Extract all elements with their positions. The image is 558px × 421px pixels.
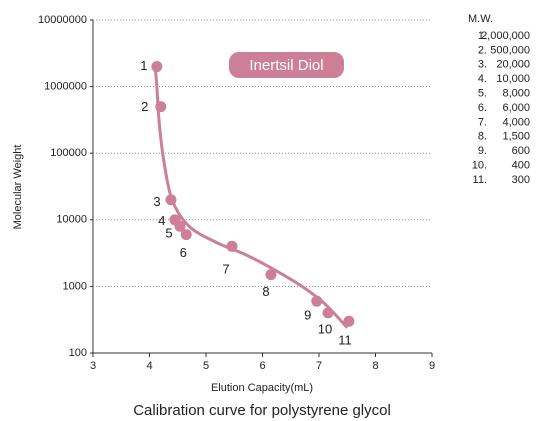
- x-tick-label: 9: [429, 360, 435, 372]
- y-tick-label: 1000: [63, 280, 87, 292]
- fit-curve: [153, 66, 349, 329]
- point: [174, 220, 186, 232]
- point-label: 7: [222, 262, 229, 277]
- table-value: 4,000: [502, 116, 530, 128]
- y-tick-label: 100: [69, 347, 87, 359]
- table-number: 1.: [478, 30, 487, 42]
- point: [151, 61, 163, 73]
- table-value: 10,000: [496, 73, 530, 85]
- table-value: 6,000: [502, 102, 530, 114]
- point-label: 10: [318, 321, 332, 336]
- point: [165, 194, 177, 206]
- point: [265, 269, 277, 281]
- y-tick-label: 10000000: [38, 14, 87, 26]
- table-number: 4.: [478, 73, 487, 85]
- point-label: 5: [165, 226, 172, 241]
- table-number: 9.: [478, 145, 487, 157]
- table-value: 8,000: [502, 88, 530, 100]
- x-axis-label: Elution Capacity(mL): [211, 382, 313, 394]
- x-tick-label: 6: [259, 360, 265, 372]
- y-tick-label: 10000: [56, 214, 87, 226]
- table-number: 7.: [478, 116, 487, 128]
- point: [180, 229, 192, 241]
- caption: Calibration curve for polystyrene glycol: [133, 402, 391, 419]
- table-number: 5.: [478, 88, 487, 100]
- point-label: 6: [180, 245, 187, 260]
- table-value: 20,000: [496, 59, 530, 71]
- annotation-box: [229, 52, 344, 78]
- point-label: 9: [304, 308, 311, 323]
- table-number: 2.: [478, 44, 487, 56]
- table-number: 3.: [478, 59, 487, 71]
- x-tick-label: 3: [90, 360, 96, 372]
- point-label: 4: [158, 213, 165, 228]
- y-axis-label: Molecular Weight: [12, 145, 24, 230]
- table-value: 2,000,000: [481, 30, 530, 42]
- table-value: 1,500: [502, 131, 530, 143]
- x-tick-label: 7: [316, 360, 322, 372]
- point: [343, 315, 355, 327]
- table-value: 500,000: [490, 44, 530, 56]
- table-value: 300: [512, 174, 530, 186]
- point: [322, 307, 334, 319]
- table-number: 8.: [478, 131, 487, 143]
- point: [311, 295, 323, 307]
- y-tick-label: 100000: [50, 147, 87, 159]
- point: [226, 240, 238, 252]
- point: [155, 101, 167, 113]
- table-value: 400: [512, 160, 530, 172]
- point-label: 1: [140, 58, 147, 73]
- table-number: 10.: [472, 160, 487, 172]
- table-number: 11.: [473, 174, 487, 186]
- y-tick-label: 1000000: [44, 81, 87, 93]
- annotation: Inertsil Diol: [249, 57, 323, 74]
- point-label: 11: [338, 333, 352, 348]
- x-tick-label: 4: [146, 360, 152, 372]
- point-label: 2: [141, 99, 148, 114]
- table-title: M.W.: [468, 13, 493, 25]
- table-value: 600: [512, 145, 530, 157]
- x-tick-label: 8: [372, 360, 378, 372]
- table-number: 6.: [478, 102, 487, 114]
- x-tick-label: 5: [203, 360, 209, 372]
- point-label: 3: [153, 194, 160, 209]
- point-label: 8: [262, 284, 269, 299]
